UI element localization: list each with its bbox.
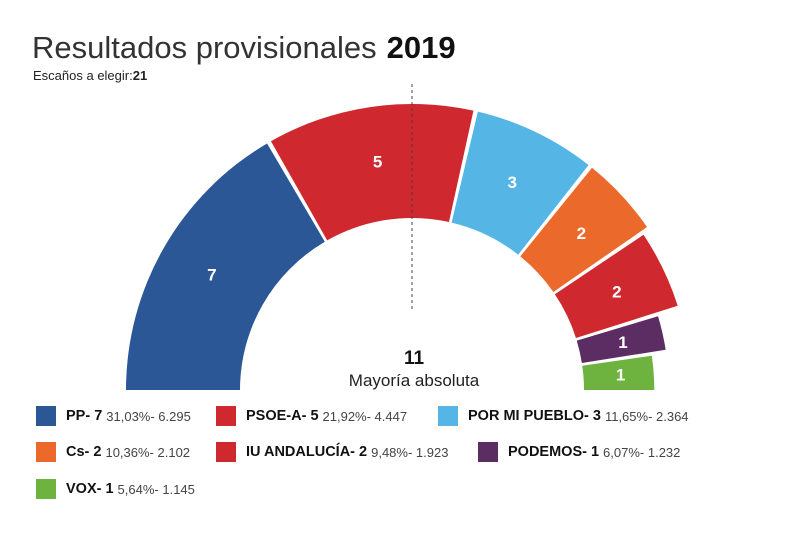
legend-party: PSOE-A- 5 bbox=[246, 408, 319, 424]
title-text: Resultados provisionales bbox=[32, 30, 377, 65]
legend-party: VOX- 1 bbox=[66, 481, 114, 497]
legend-item-iu-andalucia: IU ANDALUCÍA- 2 9,48%- 1.923 bbox=[216, 441, 448, 463]
segment-iu-andalucia bbox=[554, 234, 678, 339]
legend-swatch bbox=[438, 406, 458, 426]
legend-party: Cs- 2 bbox=[66, 444, 102, 460]
legend-swatch bbox=[36, 442, 56, 462]
legend-item-por-mi-pueblo: POR MI PUEBLO- 3 11,65%- 2.364 bbox=[438, 405, 689, 427]
legend-stats: 10,36%- 2.102 bbox=[105, 444, 191, 460]
seat-label-iu-andalucia: 2 bbox=[612, 282, 621, 301]
legend-party: POR MI PUEBLO- 3 bbox=[468, 408, 601, 424]
legend-swatch bbox=[216, 406, 236, 426]
majority-label: 11 Mayoría absoluta bbox=[334, 348, 494, 391]
legend-item-cs: Cs- 2 10,36%- 2.102 bbox=[36, 441, 190, 463]
seats-value: 21 bbox=[132, 68, 148, 83]
legend-stats: 31,03%- 6.295 bbox=[106, 408, 191, 424]
legend-swatch bbox=[216, 442, 236, 462]
majority-text: Mayoría absoluta bbox=[348, 371, 480, 390]
seat-label-psoe-a: 5 bbox=[373, 153, 382, 172]
chart-title: Resultados provisionales 2019 bbox=[32, 30, 456, 66]
legend-swatch bbox=[478, 442, 498, 462]
title-year: 2019 bbox=[386, 30, 456, 65]
seat-label-podemos: 1 bbox=[618, 333, 627, 352]
legend-stats: 5,64%- 1.145 bbox=[117, 481, 195, 497]
legend-item-psoe-a: PSOE-A- 5 21,92%- 4.447 bbox=[216, 405, 407, 427]
seats-label: Escaños a elegir: bbox=[33, 68, 133, 83]
segment-cs bbox=[520, 167, 648, 292]
segment-psoe-a bbox=[270, 104, 474, 241]
legend-stats: 6,07%- 1.232 bbox=[603, 444, 681, 460]
segment-vox bbox=[582, 355, 655, 390]
legend-item-vox: VOX- 1 5,64%- 1.145 bbox=[36, 478, 195, 500]
seats-to-elect: Escaños a elegir:21 bbox=[33, 68, 147, 83]
legend-swatch bbox=[36, 406, 56, 426]
legend-swatch bbox=[36, 479, 56, 499]
seat-label-por-mi-pueblo: 3 bbox=[507, 173, 516, 192]
legend-party: PODEMOS- 1 bbox=[508, 444, 600, 460]
legend-party: IU ANDALUCÍA- 2 bbox=[246, 444, 368, 460]
legend-stats: 9,48%- 1.923 bbox=[371, 444, 449, 460]
legend-party: PP- 7 bbox=[66, 408, 103, 424]
segment-podemos bbox=[576, 316, 666, 364]
legend-stats: 11,65%- 2.364 bbox=[604, 408, 689, 424]
legend-item-podemos: PODEMOS- 1 6,07%- 1.232 bbox=[478, 441, 680, 463]
majority-number: 11 bbox=[403, 348, 425, 369]
legend-item-pp: PP- 7 31,03%- 6.295 bbox=[36, 405, 191, 427]
seat-label-cs: 2 bbox=[577, 224, 586, 243]
seat-label-pp: 7 bbox=[207, 266, 216, 285]
seat-label-vox: 1 bbox=[616, 365, 625, 384]
legend-stats: 21,92%- 4.447 bbox=[322, 408, 408, 424]
segment-por-mi-pueblo bbox=[451, 111, 589, 255]
segment-pp bbox=[126, 143, 325, 390]
